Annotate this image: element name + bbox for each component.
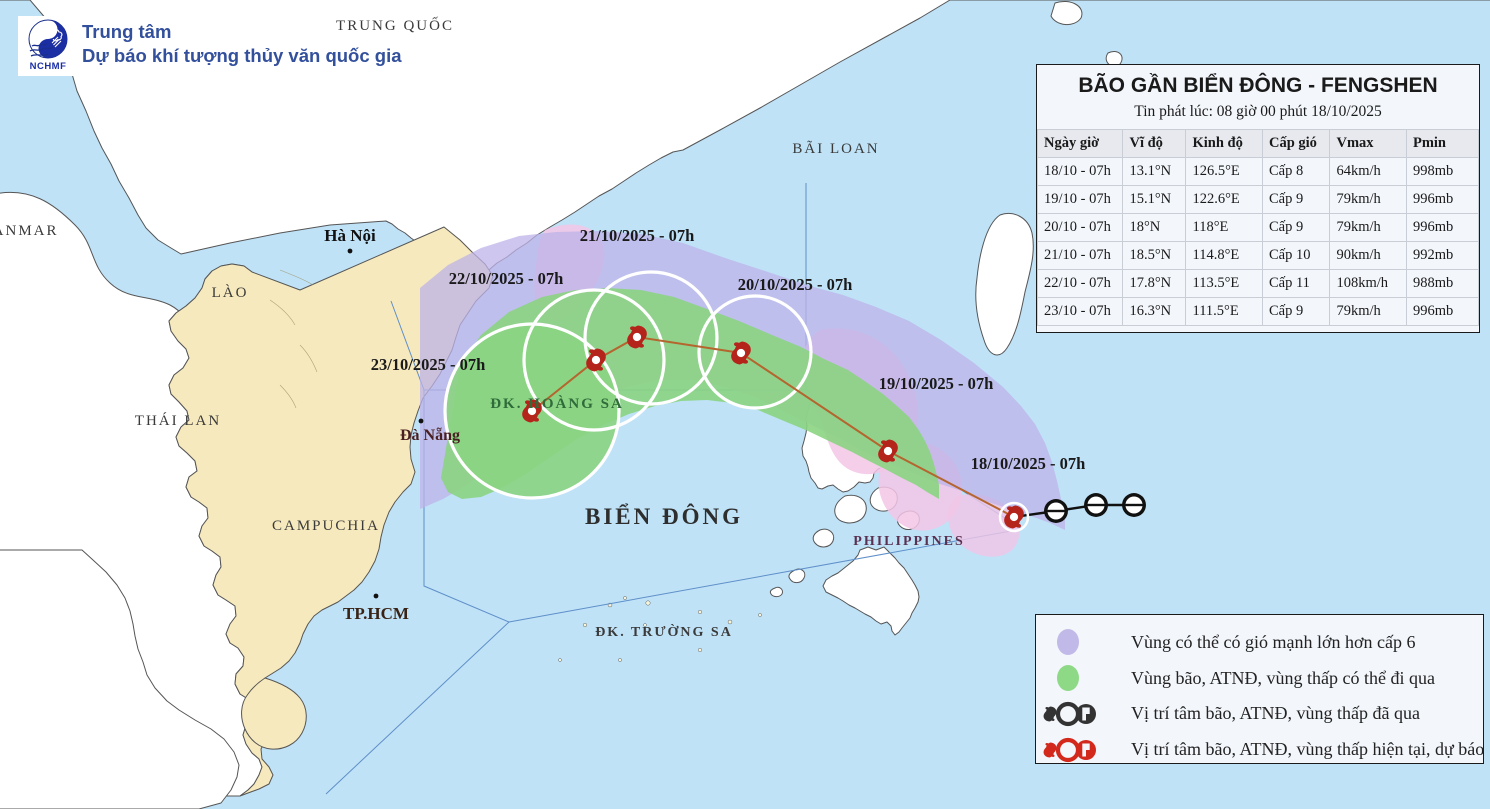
svg-text:NCHMF: NCHMF [30, 61, 67, 72]
svg-text:18/10/2025 - 07h: 18/10/2025 - 07h [971, 454, 1086, 473]
svg-text:Đà Nẵng: Đà Nẵng [400, 427, 460, 444]
svg-text:YANMAR: YANMAR [0, 223, 59, 239]
svg-text:TP.HCM: TP.HCM [343, 604, 409, 623]
svg-text:PHILIPPINES: PHILIPPINES [853, 534, 964, 549]
svg-text:19/10/2025 - 07h: 19/10/2025 - 07h [879, 374, 994, 393]
svg-text:ĐK. HOÀNG SA: ĐK. HOÀNG SA [490, 395, 624, 412]
svg-text:ĐK. TRƯỜNG SA: ĐK. TRƯỜNG SA [595, 623, 733, 640]
svg-text:BIỂN ĐÔNG: BIỂN ĐÔNG [585, 503, 743, 529]
svg-text:22/10/2025 - 07h: 22/10/2025 - 07h [449, 269, 564, 288]
svg-text:23/10/2025 - 07h: 23/10/2025 - 07h [371, 355, 486, 374]
svg-text:Hà Nội: Hà Nội [324, 226, 376, 245]
svg-text:21/10/2025 - 07h: 21/10/2025 - 07h [580, 226, 695, 245]
svg-text:CAMPUCHIA: CAMPUCHIA [272, 518, 380, 534]
svg-text:20/10/2025 - 07h: 20/10/2025 - 07h [738, 275, 853, 294]
svg-text:LÀO: LÀO [212, 284, 249, 301]
svg-text:THÁI LAN: THÁI LAN [135, 412, 221, 429]
svg-text:BÃI LOAN: BÃI LOAN [792, 141, 879, 157]
